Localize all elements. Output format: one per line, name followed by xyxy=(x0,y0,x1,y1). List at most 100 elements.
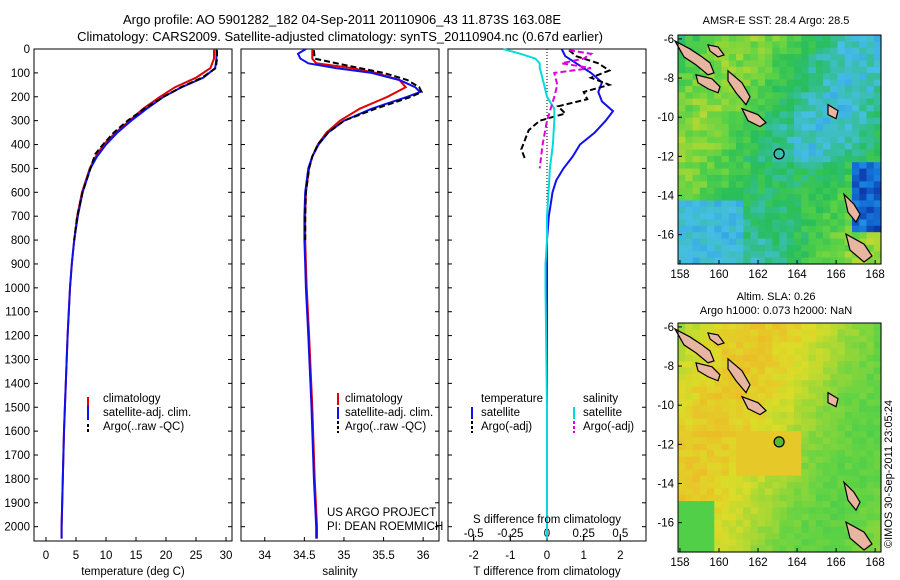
map-cell xyxy=(837,399,846,407)
map-cell xyxy=(699,532,708,540)
map-cell xyxy=(692,124,701,132)
map-cell xyxy=(743,393,752,400)
figure-subtitle: Climatology: CARS2009. Satellite-adjuste… xyxy=(77,29,603,44)
map-cell xyxy=(786,482,795,489)
map-cell xyxy=(692,257,701,265)
map-cell xyxy=(728,60,737,68)
map-cell xyxy=(779,380,788,388)
sst-map: 158 160 162 164 166 168-6-8-10-12-14-16 xyxy=(657,34,884,281)
map-cell xyxy=(852,431,860,439)
map-cell xyxy=(837,405,846,413)
map-cell xyxy=(837,393,846,400)
map-cell xyxy=(786,174,795,182)
map-y-tick-label: -10 xyxy=(657,112,674,124)
map-cell xyxy=(750,162,759,170)
map-cell xyxy=(823,225,831,233)
map-cell xyxy=(736,437,744,445)
map-cell xyxy=(873,206,882,214)
island-shape xyxy=(695,362,721,382)
map-cell xyxy=(801,323,810,330)
x-tick-label: 34.5 xyxy=(293,550,315,562)
map-cell xyxy=(685,539,694,547)
map-cell xyxy=(736,257,744,265)
map-cell xyxy=(750,244,759,252)
map-cell xyxy=(837,219,846,227)
map-cell xyxy=(844,482,853,489)
map-cell xyxy=(794,501,802,509)
map-cell xyxy=(714,520,723,528)
map-cell xyxy=(685,200,694,208)
map-cell xyxy=(779,238,788,246)
map-cell xyxy=(830,73,839,81)
map-y-tick-label: -10 xyxy=(657,400,674,412)
map-cell xyxy=(685,348,694,356)
map-cell xyxy=(786,194,795,201)
salinity-panel xyxy=(240,48,440,542)
map-cell xyxy=(779,373,788,381)
map-cell xyxy=(728,232,737,240)
map-cell xyxy=(765,443,773,451)
map-cell xyxy=(801,431,810,439)
map-cell xyxy=(750,187,759,195)
map-cell xyxy=(844,373,853,381)
map-cell xyxy=(852,124,860,132)
map-cell xyxy=(794,194,802,201)
map-cell xyxy=(801,219,810,227)
map-cell xyxy=(707,117,715,125)
map-cell xyxy=(801,244,810,252)
map-cell xyxy=(728,545,737,553)
map-cell xyxy=(699,443,708,451)
map-cell xyxy=(801,85,810,93)
map-cell xyxy=(750,194,759,201)
map-cell xyxy=(685,73,694,81)
map-cell xyxy=(830,143,839,151)
map-cell xyxy=(815,539,824,547)
map-cell xyxy=(772,35,781,42)
island-shape xyxy=(740,395,767,416)
map-cell xyxy=(772,494,781,502)
map-cell xyxy=(786,213,795,221)
map-cell xyxy=(808,488,817,496)
map-cell xyxy=(815,437,824,445)
map-cell xyxy=(786,494,795,502)
map-cell xyxy=(837,329,846,337)
map-cell xyxy=(772,136,781,144)
map-cell xyxy=(714,488,723,496)
map-cell xyxy=(852,513,860,521)
map-cell xyxy=(779,501,788,509)
map-cell xyxy=(692,412,701,420)
map-cell xyxy=(678,181,686,189)
map-cell xyxy=(750,219,759,227)
map-cell xyxy=(772,539,781,547)
map-cell xyxy=(714,143,723,151)
map-cell xyxy=(743,431,752,439)
map-cell xyxy=(808,450,817,458)
map-cell xyxy=(736,200,744,208)
map-cell xyxy=(830,450,839,458)
map-cell xyxy=(699,124,708,132)
temperature-legend: climatology satellite-adj. clim. Argo(..… xyxy=(87,393,191,434)
map-cell xyxy=(714,168,723,176)
map-cell xyxy=(873,462,882,470)
map-cell xyxy=(714,437,723,445)
map-cell xyxy=(844,194,853,201)
map-cell xyxy=(721,342,730,350)
map-cell xyxy=(830,257,839,265)
map-cell xyxy=(837,47,846,55)
map-cell xyxy=(699,488,708,496)
map-cell xyxy=(772,47,781,55)
map-cell xyxy=(852,149,860,157)
map-cell xyxy=(714,130,723,138)
map-cell xyxy=(765,194,773,201)
map-cell xyxy=(772,143,781,151)
map-cell xyxy=(786,73,795,81)
map-cell xyxy=(808,373,817,381)
map-cell xyxy=(757,111,766,119)
map-cell xyxy=(866,526,875,534)
map-cell xyxy=(837,348,846,356)
map-frame xyxy=(677,322,882,553)
map-cell xyxy=(721,373,730,381)
map-cell xyxy=(685,92,694,100)
map-cell xyxy=(721,162,730,170)
